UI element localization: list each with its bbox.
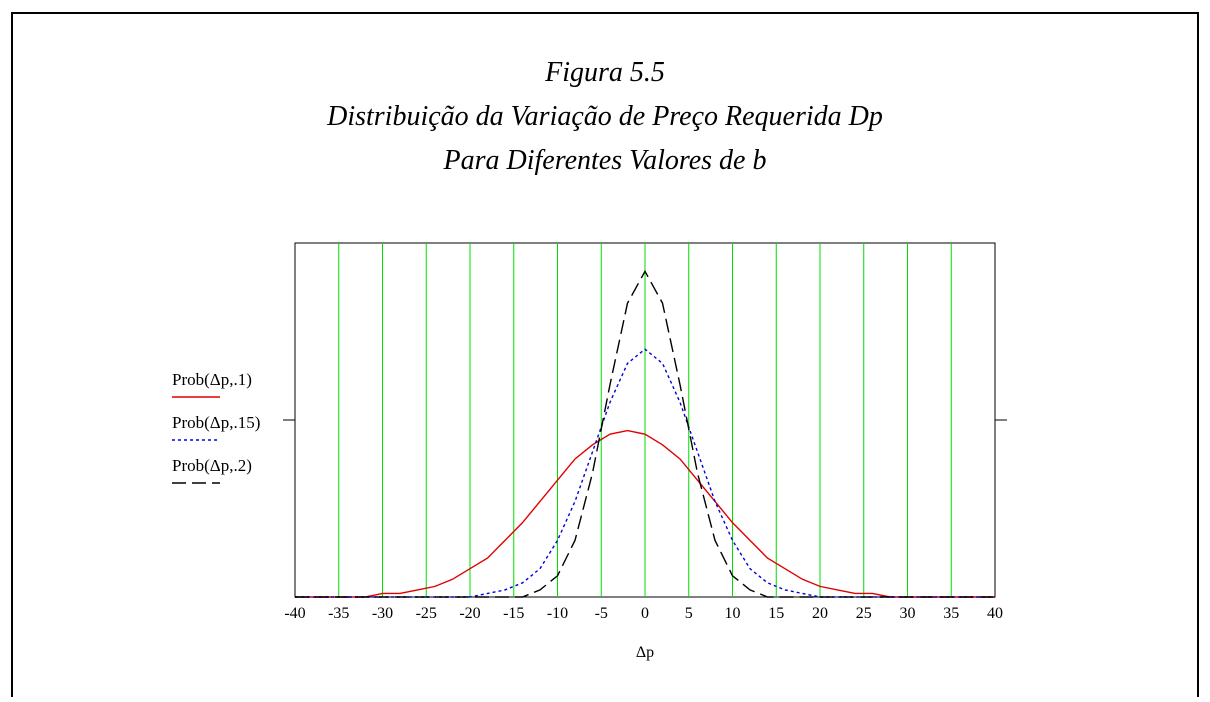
chart-title: Figura 5.5 — [544, 57, 665, 88]
x-tick-label: -30 — [372, 605, 393, 622]
x-tick-label: 15 — [768, 605, 784, 622]
data-line — [295, 429, 995, 598]
x-tick-label: 35 — [943, 605, 959, 622]
data-line — [295, 269, 995, 598]
x-tick-label: -35 — [328, 605, 349, 622]
frame — [11, 12, 1199, 702]
x-tick-label: -20 — [459, 605, 480, 622]
data-line — [295, 348, 995, 598]
x-tick-label: 0 — [641, 605, 649, 622]
x-tick-label: -40 — [284, 605, 305, 622]
x-tick-label: 20 — [812, 605, 828, 622]
x-tick-label: 5 — [685, 605, 693, 622]
legend-label: Prob(Δp,.1) — [172, 370, 252, 389]
x-tick-label: 40 — [987, 605, 1003, 622]
x-axis-label: Δp — [636, 644, 654, 661]
legend-label: Prob(Δp,.2) — [172, 456, 252, 475]
x-tick-label: -25 — [416, 605, 437, 622]
x-tick-label: 25 — [856, 605, 872, 622]
chart-title: Distribuição da Variação de Preço Requer… — [326, 101, 883, 132]
x-tick-label: 10 — [725, 605, 741, 622]
x-tick-label: 30 — [900, 605, 916, 622]
x-tick-label: -10 — [547, 605, 568, 622]
chart-title: Para Diferentes Valores de b — [443, 145, 767, 176]
x-tick-label: -15 — [503, 605, 524, 622]
x-tick-label: -5 — [595, 605, 608, 622]
legend-label: Prob(Δp,.15) — [172, 413, 260, 432]
